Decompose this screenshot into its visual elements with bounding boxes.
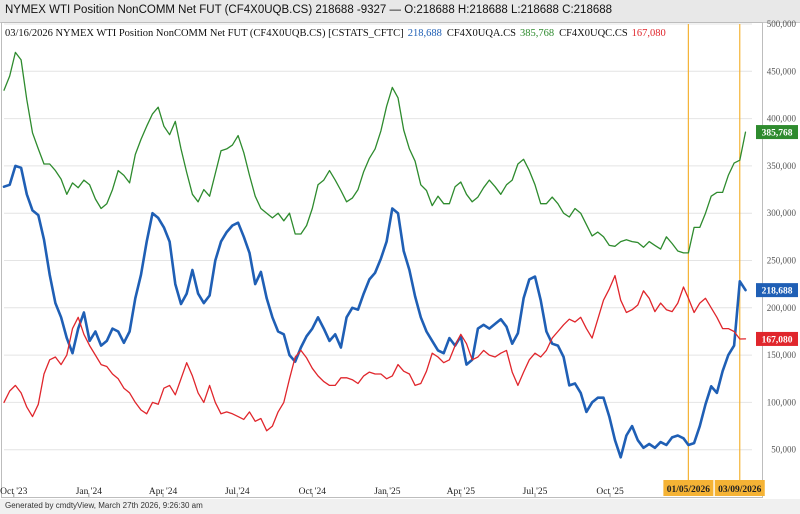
x-tick-label: Apr '24 [149,487,178,497]
plot-frame [1,22,763,498]
x-tick-label: Oct '23 [0,487,28,497]
chart-title: NYMEX WTI Position NonCOMM Net FUT (CF4X… [5,4,613,16]
x-axis: Oct '23 Jan '24 Apr '24 Jul '24 Oct '24 Jan '… [0,487,624,497]
y-tick-label: 200,000 [767,303,797,313]
y-tick-label: 100,000 [767,397,797,407]
legend-value-2: 167,080 [632,28,666,39]
legend-code-1: CF4X0UQA.CS [447,28,516,39]
y-tick-label: 500,000 [767,19,797,29]
footer-bar: Generated by cmdtyView, March 27th 2026,… [0,499,800,514]
last-value-label: 167,080 [762,335,793,345]
y-axis: 50,000 100,000 150,000 200,000 250,000 300,00… [767,19,797,455]
series-line [3,274,747,432]
y-tick-label: 350,000 [767,161,797,171]
y-tick-label: 450,000 [767,66,797,76]
last-value-box [756,125,798,140]
y-tick-label: 400,000 [767,114,797,124]
legend-prefix: 03/16/2026 NYMEX WTI Position NonCOMM Ne… [5,28,404,39]
legend-code-2: CF4X0UQC.CS [559,28,628,39]
footer-text: Generated by cmdtyView, March 27th 2026,… [5,501,203,510]
x-tick-label: Jul '24 [225,487,250,497]
last-value-label: 385,768 [762,129,793,139]
y-tick-label: 250,000 [767,256,797,266]
date-marker-box [663,480,714,496]
title-bar: NYMEX WTI Position NonCOMM Net FUT (CF4X… [0,0,800,23]
legend: 218,688 CF4X0UQA.CS 385,768 CF4X0UQC.CS 167,… [408,28,666,39]
last-value-labels: 385,768 218,688 167,080 [756,125,798,346]
last-value-box [756,331,798,346]
x-tick-label: Apr '25 [447,487,476,497]
x-tick-label: Oct '25 [596,487,624,497]
y-tick-label: 50,000 [771,445,796,455]
y-tick-label: 300,000 [767,208,797,218]
series-lines [2,51,747,459]
date-marker-label: 03/09/2026 [718,485,762,495]
legend-value-1: 385,768 [520,28,554,39]
y-tick-label: 150,000 [767,350,797,360]
date-marker-box [714,480,765,496]
last-value-box [756,283,798,298]
x-tick-label: Jan '25 [374,487,401,497]
legend-value-0: 218,688 [408,28,442,39]
series-line [2,164,747,459]
x-tick-label: Oct '24 [299,487,327,497]
x-tick-label: Jul '25 [523,487,548,497]
y-gridlines [4,23,752,451]
series-line [3,51,747,254]
date-marker-label: 01/05/2026 [667,485,711,495]
last-value-label: 218,688 [762,287,793,297]
x-tick-label: Jan '24 [76,487,103,497]
